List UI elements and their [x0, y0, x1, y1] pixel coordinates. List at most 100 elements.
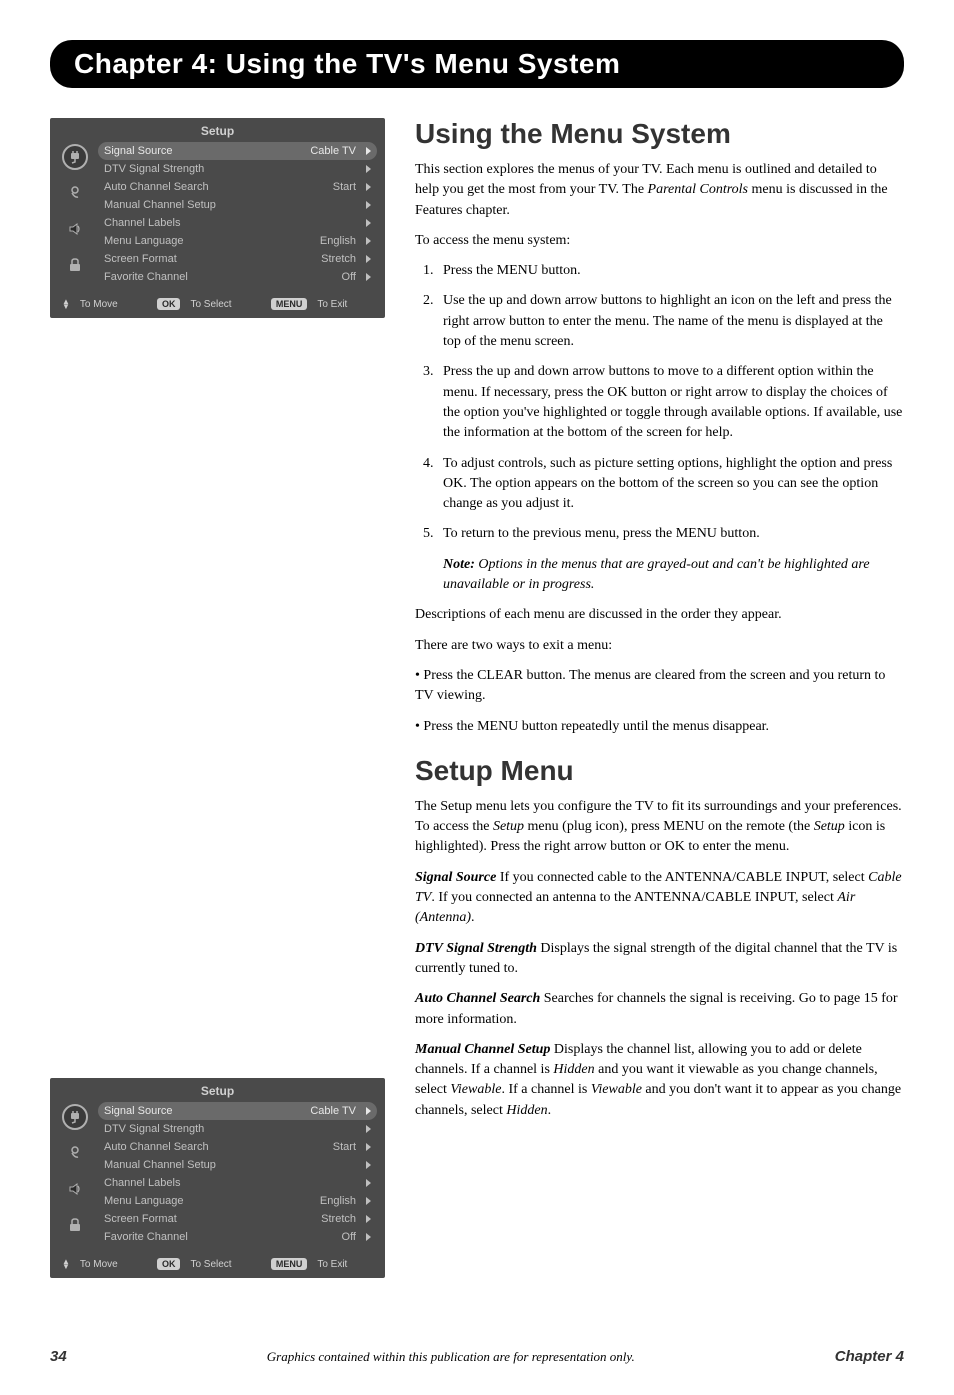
setup-row-language: Menu Language English: [98, 1192, 377, 1210]
ok-pill: OK: [157, 298, 181, 310]
setup-menu-screenshot-2: Setup Signal Source Cable TV DTV Signal S…: [50, 1078, 385, 1278]
row-label: Signal Source: [104, 1105, 173, 1117]
setup-sidebar-icons: [58, 1102, 92, 1246]
row-value: Stretch: [321, 253, 356, 265]
row-label: Favorite Channel: [104, 271, 188, 283]
chevron-right-icon: [366, 201, 371, 209]
row-label: Favorite Channel: [104, 1231, 188, 1243]
chevron-right-icon: [366, 1143, 371, 1151]
row-value: Start: [333, 1141, 356, 1153]
row-label: Screen Format: [104, 1213, 177, 1225]
row-label: DTV Signal Strength: [104, 1123, 204, 1135]
row-value: Off: [342, 1231, 356, 1243]
chevron-right-icon: [366, 147, 371, 155]
setup-row-auto-search: Auto Channel Search Start: [98, 1138, 377, 1156]
setup-row-favorite: Favorite Channel Off: [98, 1228, 377, 1246]
row-value: Off: [342, 271, 356, 283]
hint-exit: To Exit: [317, 1259, 347, 1270]
row-value: Stretch: [321, 1213, 356, 1225]
row-label: Auto Channel Search: [104, 181, 209, 193]
setup-row-format: Screen Format Stretch: [98, 1210, 377, 1228]
row-label: Channel Labels: [104, 217, 180, 229]
plug-icon: [62, 144, 88, 170]
menu-pill: MENU: [271, 1258, 308, 1270]
setup-row-manual: Manual Channel Setup: [98, 196, 377, 214]
setup-rows: Signal SourceCable TV DTV Signal Strengt…: [92, 142, 377, 286]
chevron-right-icon: [366, 1197, 371, 1205]
row-label: Screen Format: [104, 253, 177, 265]
chevron-right-icon: [366, 183, 371, 191]
setup-menu-screenshot-1: Setup Signal SourceCable TV DTV Signal S…: [50, 118, 385, 318]
hint-select: To Select: [190, 299, 231, 310]
setup-title: Setup: [50, 118, 385, 142]
setup-row-signal-source: Signal SourceCable TV: [98, 142, 377, 160]
desc-line: Descriptions of each menu are discussed …: [415, 605, 904, 625]
row-label: Manual Channel Setup: [104, 199, 216, 211]
setup-row-signal-source: Signal Source Cable TV: [98, 1102, 377, 1120]
setup-row-language: Menu LanguageEnglish: [98, 232, 377, 250]
dtv-para: DTV Signal Strength Displays the signal …: [415, 939, 904, 980]
row-value: Start: [333, 181, 356, 193]
left-column: Setup Signal Source Cable TV DTV Signal S…: [50, 118, 385, 1308]
setup-row-favorite: Favorite Channel Off: [98, 268, 377, 286]
ok-pill: OK: [157, 1258, 181, 1270]
row-label: DTV Signal Strength: [104, 163, 204, 175]
step-2: Use the up and down arrow buttons to hig…: [437, 291, 904, 352]
hint-move: To Move: [80, 1259, 118, 1270]
bullet-1: • Press the CLEAR button. The menus are …: [415, 666, 904, 707]
setup-menu-section: Setup Menu The Setup menu lets you confi…: [415, 755, 904, 1121]
manual-para: Manual Channel Setup Displays the channe…: [415, 1040, 904, 1121]
access-line: To access the menu system:: [415, 231, 904, 251]
row-value: English: [320, 1195, 356, 1207]
hint-exit: To Exit: [317, 299, 347, 310]
row-label: Auto Channel Search: [104, 1141, 209, 1153]
hint-move: To Move: [80, 299, 118, 310]
chevron-right-icon: [366, 237, 371, 245]
row-value: Cable TV: [310, 145, 356, 157]
row-label: Channel Labels: [104, 1177, 180, 1189]
chevron-right-icon: [366, 1125, 371, 1133]
steps-list: Press the MENU button. Use the up and do…: [415, 261, 904, 545]
step-1: Press the MENU button.: [437, 261, 904, 281]
setup-row-dtv: DTV Signal Strength: [98, 1120, 377, 1138]
chevron-right-icon: [366, 1161, 371, 1169]
setup-footer-hints: ▲▼ To Move OK To Select MENU To Exit: [50, 292, 385, 318]
sound-icon: [62, 1176, 88, 1202]
plug-icon: [62, 1104, 88, 1130]
row-label: Menu Language: [104, 235, 184, 247]
note-block: Note: Options in the menus that are gray…: [415, 555, 904, 596]
setup-title: Setup: [50, 1078, 385, 1102]
setup-sidebar-icons: [58, 142, 92, 286]
updown-icon: ▲▼: [62, 1259, 70, 1269]
lock-icon: [62, 252, 88, 278]
updown-icon: ▲▼: [62, 299, 70, 309]
row-value: Cable TV: [310, 1105, 356, 1117]
intro-paragraph: This section explores the menus of your …: [415, 160, 904, 221]
two-ways-line: There are two ways to exit a menu:: [415, 636, 904, 656]
auto-para: Auto Channel Search Searches for channel…: [415, 989, 904, 1030]
content-area: Setup Signal Source Cable TV DTV Signal S…: [50, 118, 904, 1308]
menu-pill: MENU: [271, 298, 308, 310]
step-4: To adjust controls, such as picture sett…: [437, 454, 904, 515]
sound-icon: [62, 216, 88, 242]
setup-footer-hints: ▲▼ To Move OK To Select MENU To Exit: [50, 1252, 385, 1278]
step-5: To return to the previous menu, press th…: [437, 524, 904, 544]
chapter-header: Chapter 4: Using the TV's Menu System: [50, 40, 904, 88]
setup-body: Signal SourceCable TV DTV Signal Strengt…: [50, 142, 385, 292]
right-column: Using the Menu System This section explo…: [415, 118, 904, 1308]
lock-icon: [62, 1212, 88, 1238]
setup-row-dtv: DTV Signal Strength: [98, 160, 377, 178]
setup-row-labels: Channel Labels: [98, 214, 377, 232]
signal-source-para: Signal Source If you connected cable to …: [415, 868, 904, 929]
chapter-footer-label: Chapter 4: [835, 1348, 904, 1365]
setup-body: Signal Source Cable TV DTV Signal Strengt…: [50, 1102, 385, 1252]
setup-row-labels: Channel Labels: [98, 1174, 377, 1192]
step-3: Press the up and down arrow buttons to m…: [437, 362, 904, 443]
row-label: Menu Language: [104, 1195, 184, 1207]
bullet-2: • Press the MENU button repeatedly until…: [415, 717, 904, 737]
heading-setup-menu: Setup Menu: [415, 755, 904, 787]
footer-note: Graphics contained within this publicati…: [267, 1349, 635, 1365]
chevron-right-icon: [366, 165, 371, 173]
picture-icon: [62, 180, 88, 206]
chevron-right-icon: [366, 1179, 371, 1187]
